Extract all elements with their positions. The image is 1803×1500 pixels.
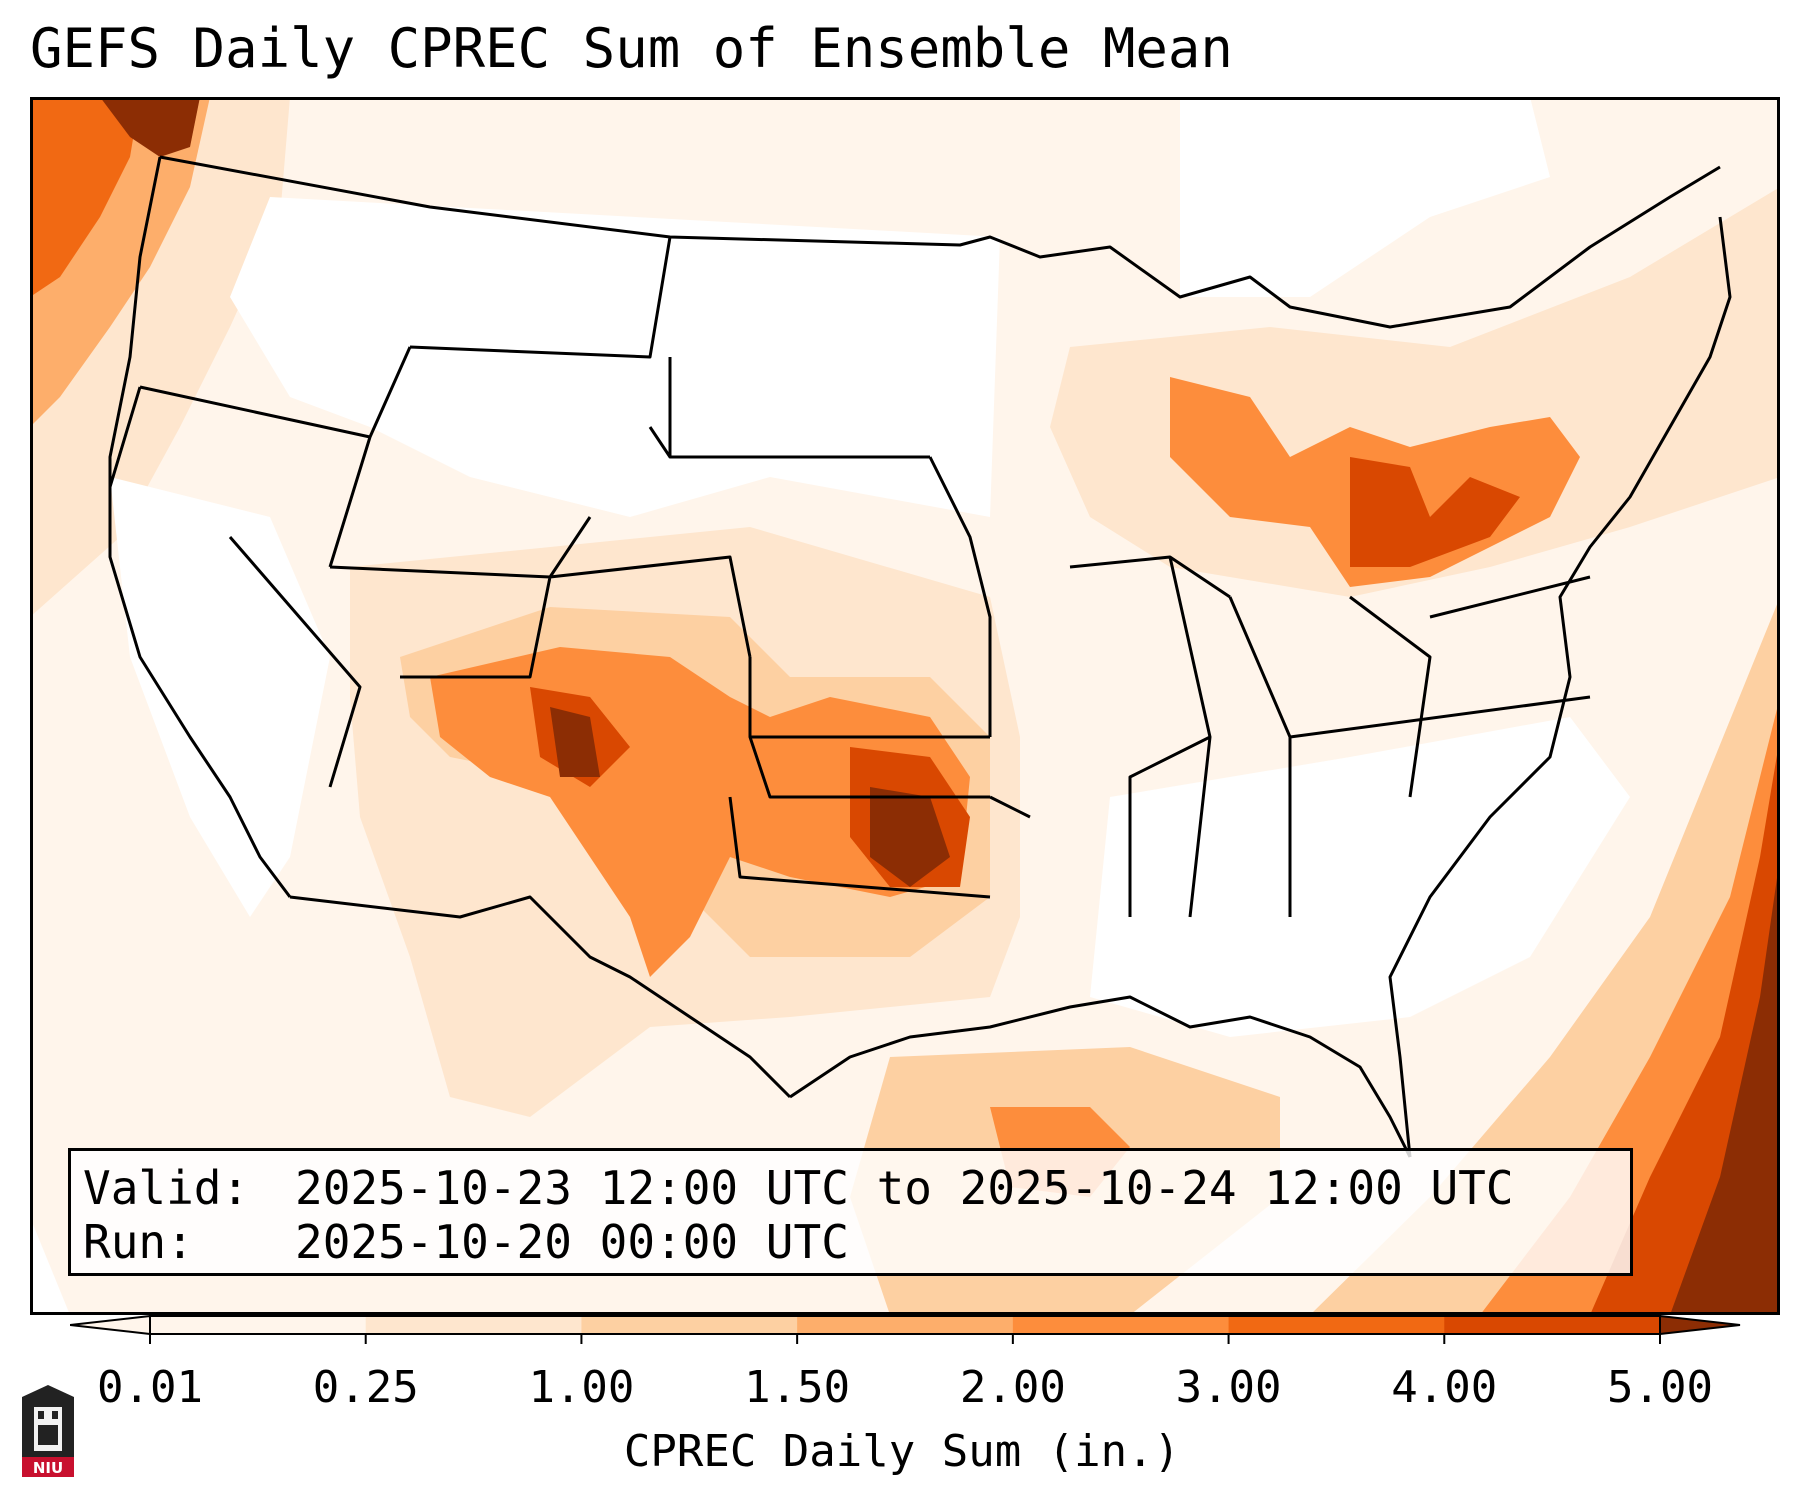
colorbar-tick-label: 4.00 xyxy=(1391,1362,1498,1413)
precip-heavy-pacific xyxy=(30,97,140,297)
precip-max-co xyxy=(550,707,600,777)
colorbar-tick-label: 5.00 xyxy=(1607,1362,1713,1413)
mexico-border xyxy=(289,895,792,1099)
colorbar-tick-label: 2.00 xyxy=(959,1362,1066,1413)
niu-logo: NIU xyxy=(22,1385,74,1477)
west-coast xyxy=(108,156,292,898)
colorbar-max-extension xyxy=(1659,1314,1741,1336)
colorbar-segment xyxy=(365,1316,582,1334)
map-frame xyxy=(30,97,1780,1315)
gulf-coast xyxy=(789,995,1412,1158)
east-coast xyxy=(1388,216,1732,1158)
valid-line: Valid: 2025-10-23 12:00 UTC to 2025-10-24… xyxy=(83,1165,1514,1211)
colorbar-tick-label: 1.00 xyxy=(528,1362,635,1413)
projection-edge-left xyxy=(30,1217,70,1315)
dry-northeast xyxy=(1180,97,1550,297)
precip-deep-lakes xyxy=(1350,457,1520,567)
colorbar-tick-label: 0.25 xyxy=(312,1362,419,1413)
colorbar-segment xyxy=(581,1316,798,1334)
colorbar xyxy=(70,1314,1741,1344)
colorbar-segment xyxy=(1444,1316,1661,1334)
precip-max-ok xyxy=(870,787,950,887)
colorbar-segment xyxy=(1228,1316,1445,1334)
logo-text: NIU xyxy=(33,1459,63,1477)
precip-map xyxy=(30,97,1780,1315)
colorbar-label: CPREC Daily Sum (in.) xyxy=(623,1426,1181,1477)
valid-run-box: Valid: 2025-10-23 12:00 UTC to 2025-10-24… xyxy=(68,1148,1633,1276)
run-key: Run: xyxy=(83,1215,194,1269)
valid-value: 2025-10-23 12:00 UTC to 2025-10-24 12:00… xyxy=(295,1161,1514,1215)
colorbar-frame xyxy=(149,1315,1661,1335)
state-lines-west xyxy=(108,236,752,788)
precip-max-atlantic xyxy=(1670,857,1780,1315)
colorbar-tick-label: 3.00 xyxy=(1175,1362,1282,1413)
colorbar-segment xyxy=(797,1316,1014,1334)
state-lines-east xyxy=(1069,555,1591,918)
colorbar-tick-label: 1.50 xyxy=(744,1362,851,1413)
state-lines-central xyxy=(648,357,1031,899)
colorbar-tick-label: 0.01 xyxy=(97,1362,203,1413)
canada-border xyxy=(159,155,1721,329)
run-value: 2025-10-20 00:00 UTC xyxy=(295,1215,849,1269)
run-line: Run: 2025-10-20 00:00 UTC xyxy=(83,1219,849,1265)
valid-key: Valid: xyxy=(83,1161,250,1215)
map-title: GEFS Daily CPREC Sum of Ensemble Mean xyxy=(30,17,1233,80)
colorbar-min-extension xyxy=(70,1314,151,1336)
colorbar-segment xyxy=(1012,1316,1230,1334)
boundary-lines xyxy=(108,155,1732,1158)
precip-max-pacific xyxy=(100,97,200,157)
dry-southeast xyxy=(1090,717,1630,1037)
colorbar-segment xyxy=(150,1316,367,1334)
